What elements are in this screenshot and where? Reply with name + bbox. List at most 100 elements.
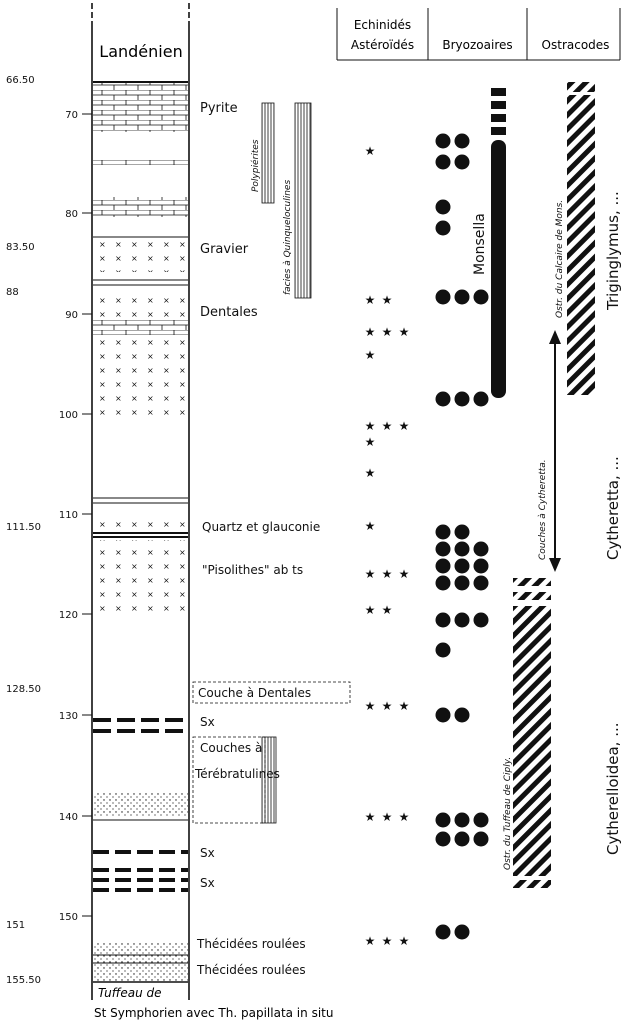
- echinid-star: ★: [399, 325, 410, 339]
- bryozoa-dot: [435, 612, 451, 628]
- depth-mark: 88: [6, 287, 19, 298]
- bryozoa-dot: [435, 154, 451, 170]
- echinid-star: ★: [365, 466, 376, 480]
- scale-tick-label: 150: [59, 912, 78, 923]
- echinid-star: ★: [399, 419, 410, 433]
- layer-label: Sx: [200, 715, 215, 729]
- echinid-star: ★: [365, 348, 376, 362]
- layer-label: Thécidées roulées: [196, 963, 306, 977]
- bryozoa-dot: [435, 575, 451, 591]
- echinid-star: ★: [382, 567, 393, 581]
- echinid-star: ★: [382, 603, 393, 617]
- layer-label: "Pisolithes" ab ts: [202, 563, 303, 577]
- bryozoa-dot: [435, 707, 451, 723]
- range-label-calcaire-mons: Ostr. du Calcaire de Mons.: [555, 200, 565, 318]
- bryozoa-dot: [454, 154, 470, 170]
- echinid-star: ★: [365, 519, 376, 533]
- header-bryozoaires: Bryozoaires: [442, 38, 513, 52]
- base-line-1: Tuffeau de: [98, 986, 162, 1000]
- echinid-star: ★: [365, 934, 376, 948]
- echinid-star: ★: [382, 419, 393, 433]
- layer-label: Couche à Dentales: [198, 686, 311, 700]
- bryozoa-dot: [473, 612, 489, 628]
- ostracod-group-triginglymus: Triginglymus, ...: [604, 191, 622, 311]
- echinid-star: ★: [399, 934, 410, 948]
- bryozoa-dot: [454, 289, 470, 305]
- couches-terebratulines-box: [192, 736, 266, 824]
- bryozoa-dot: [435, 541, 451, 557]
- bryozoa-dot: [454, 575, 470, 591]
- bryozoa-dot: [435, 220, 451, 236]
- bryozoa-dot: [473, 558, 489, 574]
- depth-mark: 66.50: [6, 75, 35, 86]
- facies-label-quinqueloculines: facies à Quinqueloculines: [283, 180, 293, 295]
- echinid-star: ★: [399, 810, 410, 824]
- layer-label: Thécidées roulées: [196, 937, 306, 951]
- bryozoa-dot: [435, 524, 451, 540]
- bryozoa-dot: [435, 558, 451, 574]
- bryozoa-dot: [435, 133, 451, 149]
- bryozoa-dot: [435, 831, 451, 847]
- unit-title-landenien: Landénien: [99, 42, 183, 61]
- layer-label: Sx: [200, 876, 215, 890]
- depth-mark: 128.50: [6, 684, 41, 695]
- depth-mark: 155.50: [6, 975, 41, 986]
- layer-label: Couches à: [200, 741, 262, 755]
- base-line-2: St Symphorien avec Th. papillata in situ: [94, 1006, 334, 1020]
- depth-mark: 111.50: [6, 522, 41, 533]
- echinid-star: ★: [382, 810, 393, 824]
- bryozoa-dot: [435, 924, 451, 940]
- monsella-range-bar: [491, 140, 506, 398]
- echinid-star: ★: [382, 293, 393, 307]
- echinid-star: ★: [365, 293, 376, 307]
- layer-label: Dentales: [200, 305, 258, 320]
- echinid-star: ★: [365, 419, 376, 433]
- layer-label: Quartz et glauconie: [202, 520, 320, 534]
- bryozoa-dot: [454, 133, 470, 149]
- echinid-star: ★: [365, 567, 376, 581]
- echinid-star: ★: [382, 699, 393, 713]
- lith-brick-top: [93, 82, 188, 132]
- echinid-star: ★: [365, 699, 376, 713]
- bryozoa-dot: [435, 199, 451, 215]
- scale-tick-label: 130: [59, 711, 78, 722]
- bryozoa-dot: [454, 707, 470, 723]
- header-asteroides: Astéroïdés: [350, 38, 415, 52]
- bryozoa-dot: [473, 812, 489, 828]
- header-ostracodes: Ostracodes: [541, 38, 610, 52]
- bryozoa-dot: [473, 575, 489, 591]
- layer-label: Pyrite: [200, 101, 238, 116]
- scale-tick-label: 80: [65, 209, 78, 220]
- bryozoa-dot: [454, 391, 470, 407]
- scale-tick-label: 140: [59, 812, 78, 823]
- scale-tick-label: 120: [59, 610, 78, 621]
- bryozoa-dot: [454, 541, 470, 557]
- bryozoa-dot: [454, 812, 470, 828]
- facies-bar-terebratulines: [261, 736, 277, 824]
- echinid-star: ★: [382, 934, 393, 948]
- scale-tick-label: 100: [59, 410, 78, 421]
- header-echinides: Echinidés: [353, 18, 412, 32]
- scale-tick-label: 110: [59, 510, 78, 521]
- bryozoa-dot: [473, 541, 489, 557]
- bryozoa-dot: [473, 391, 489, 407]
- bryozoa-dot: [454, 524, 470, 540]
- bryozoa-dot: [454, 831, 470, 847]
- bryozoa-dot: [435, 391, 451, 407]
- scale-tick-label: 90: [65, 310, 78, 321]
- triginglymus-range-bar: [567, 95, 595, 395]
- range-label-monsella: Monsella: [472, 213, 488, 275]
- ostracod-group-cytherelloidea: Cytherelloidea, ...: [604, 723, 622, 856]
- ciply-range-bar: [513, 606, 551, 876]
- layer-label: Sx: [200, 846, 215, 860]
- depth-mark: 83.50: [6, 242, 35, 253]
- bryozoa-dot: [435, 812, 451, 828]
- echinid-star: ★: [399, 699, 410, 713]
- bryozoa-dot: [454, 924, 470, 940]
- facies-bar-polypierites: [261, 102, 275, 204]
- couche-dentales-box: [192, 681, 351, 704]
- echinid-star: ★: [399, 567, 410, 581]
- layer-label: Térébratulines: [194, 767, 280, 781]
